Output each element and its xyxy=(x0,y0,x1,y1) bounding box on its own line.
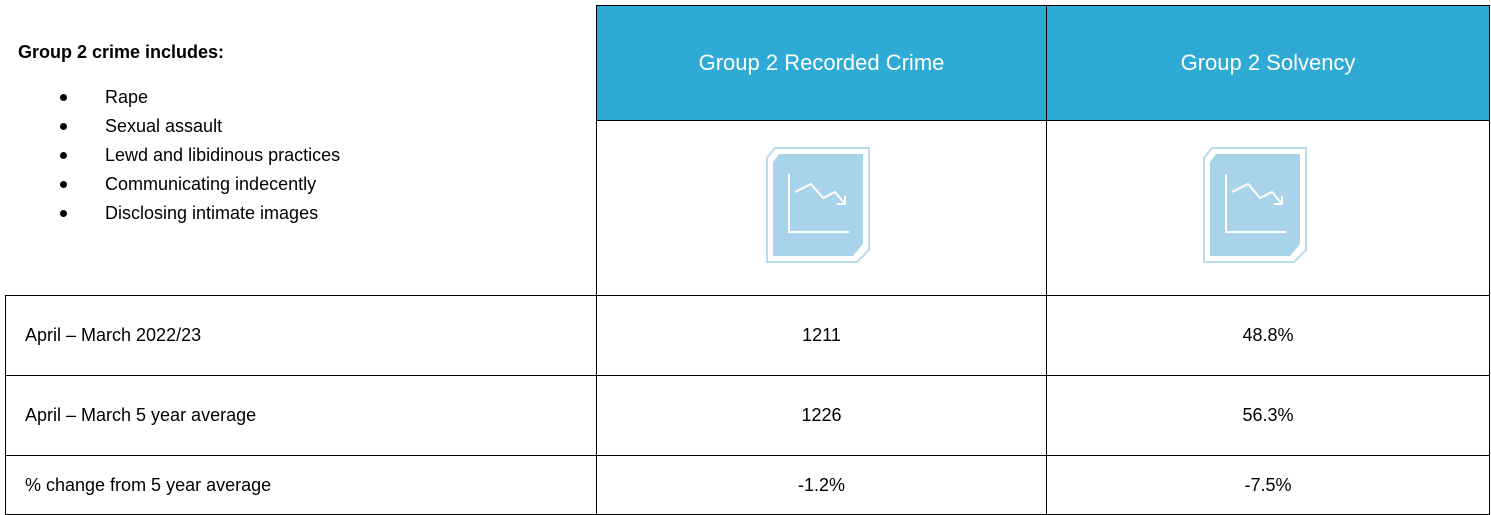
header-cell: Group 2 Solvency xyxy=(1047,6,1489,120)
border xyxy=(5,295,6,515)
list-item: Lewd and libidinous practices xyxy=(105,145,341,165)
trend-icon xyxy=(1203,147,1307,263)
border xyxy=(1489,5,1490,515)
border xyxy=(1046,5,1047,515)
border xyxy=(596,120,1490,121)
table-cell: 48.8% xyxy=(1242,325,1294,345)
border xyxy=(5,375,1490,376)
list-item: Communicating indecently xyxy=(105,174,317,194)
table-cell: 1226 xyxy=(801,405,842,425)
table-cell: -7.5% xyxy=(1244,474,1292,495)
bullet xyxy=(60,94,67,101)
table-cell: 56.3% xyxy=(1242,405,1294,425)
list-item: Sexual assault xyxy=(105,116,223,136)
border xyxy=(5,295,1490,296)
intro-title: Group 2 crime includes: xyxy=(18,42,225,62)
list-item: Rape xyxy=(105,87,149,107)
border xyxy=(596,5,597,515)
table-cell: -1.2% xyxy=(797,474,846,495)
list-item: Disclosing intimate images xyxy=(105,203,319,223)
header-cell: Group 2 Recorded Crime xyxy=(597,6,1046,120)
table-cell: 1211 xyxy=(802,325,841,345)
table-cell: April – March 2022/23 xyxy=(25,325,202,345)
table-cell: % change from 5 year average xyxy=(25,474,272,495)
table-cell: April – March 5 year average xyxy=(25,405,257,425)
bullet xyxy=(60,123,67,130)
bullet xyxy=(60,181,67,188)
bullet xyxy=(60,152,67,159)
border xyxy=(5,455,1490,456)
bullet xyxy=(60,210,67,217)
trend-icon xyxy=(766,147,870,263)
border xyxy=(596,5,1490,6)
